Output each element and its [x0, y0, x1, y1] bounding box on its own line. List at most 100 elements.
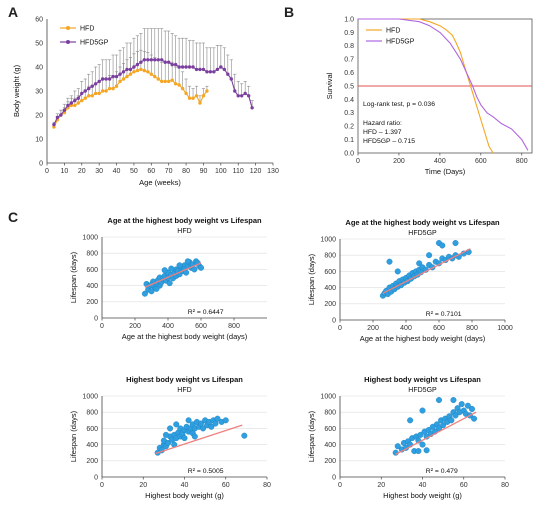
panel-c1-point-38 [197, 264, 204, 271]
panel-a-s0-point-24 [135, 68, 140, 73]
panel-b-survival-curve-1 [358, 18, 529, 151]
panel-c4-y-axis-label: Lifespan (days) [307, 410, 316, 462]
panel-a-s1-point-40 [191, 65, 195, 69]
panel-c4-point-31 [458, 401, 465, 408]
panel-c3-point-36 [222, 417, 229, 424]
panel-a-s1-point-41 [194, 67, 199, 72]
panel-c2-y-tick-label-1: 200 [324, 301, 336, 308]
panel-a-s0-point-23 [132, 70, 136, 74]
panel-letter-a: A [8, 4, 18, 20]
panel-c2-x-tick-label-5: 1000 [497, 325, 513, 332]
panel-a-y-tick-label-1: 10 [35, 136, 43, 143]
panel-c4-r-squared: R² = 0.479 [426, 468, 458, 475]
panel-a-s1-point-56 [246, 94, 251, 98]
panel-c3-point-37 [241, 432, 248, 439]
panel-a-s1-point-34 [170, 62, 174, 67]
panel-c4-point-34 [464, 402, 471, 409]
panel-c4-point-28 [452, 412, 459, 419]
panel-a-s1-point-26 [142, 58, 147, 62]
panel-a-s0-point-39 [187, 96, 192, 100]
panel-c3-trendline [155, 424, 243, 455]
panel-c2-x-axis-label: Age at the highest body weight (days) [360, 334, 486, 343]
panel-letter-b: B [284, 4, 294, 20]
panel-a-s0-point-43 [201, 94, 206, 98]
panel-a-x-tick-label-4: 40 [113, 168, 121, 175]
panel-a-s0-point-30 [156, 77, 160, 81]
panel-c4-y-tick-label-2: 400 [324, 442, 336, 449]
panel-c3-y-tick-label-1: 200 [86, 458, 98, 465]
panel-c4-x-tick-label-3: 60 [460, 482, 468, 489]
panel-a-x-tick-label-2: 20 [78, 168, 86, 175]
panel-b-x-tick-label-1: 200 [393, 158, 405, 165]
panel-c2-title: Age at the highest body weight vs Lifesp… [345, 218, 500, 227]
panel-c3-point-39 [173, 421, 180, 428]
panel-b-y-axis-label: Survival [325, 72, 334, 99]
panel-a-s1-point-30 [156, 58, 160, 62]
panel-c2-x-tick-label-2: 400 [400, 325, 412, 332]
panel-a-s1-point-25 [139, 60, 143, 64]
panel-c3-y-axis-label: Lifespan (days) [69, 410, 78, 462]
panel-c2-subtitle: HFD5GP [408, 230, 437, 237]
panel-a-s0-point-28 [149, 72, 154, 76]
panel-a-s0-point-25 [139, 67, 143, 72]
panel-c3-point-42 [162, 431, 169, 438]
panel-a-s1-point-10 [87, 86, 91, 91]
panel-a-s1-point-13 [97, 79, 101, 84]
panel-c4-point-43 [423, 447, 430, 454]
panel-c3-r-squared: R² = 0.5005 [188, 468, 224, 475]
panel-c1-point-34 [191, 266, 198, 273]
panel-c3-x-tick-label-4: 80 [263, 482, 271, 489]
panel-a-s1-point-42 [198, 67, 202, 72]
panel-c1-x-tick-label-3: 600 [195, 323, 207, 330]
panel-a-s0-point-26 [142, 68, 147, 73]
panel-a-s0-point-13 [97, 91, 101, 96]
panel-c2-point-40 [386, 258, 393, 265]
panel-a-s0-point-36 [177, 83, 181, 87]
panel-a-s1-point-15 [104, 77, 108, 81]
panel-a-s0-point-35 [173, 82, 178, 86]
panel-a-s1-point-20 [121, 70, 126, 74]
panel-a-s0-point-9 [83, 96, 87, 100]
panel-a-s1-point-4 [66, 103, 70, 108]
panel-c3-x-tick-label-3: 60 [222, 482, 230, 489]
panel-c1-y-tick-label-2: 400 [86, 283, 98, 290]
panel-a-s1-point-36 [177, 65, 181, 69]
panel-a-y-tick-label-3: 30 [35, 88, 43, 95]
panel-c4-point-26 [448, 417, 455, 424]
panel-a-s0-point-22 [128, 72, 133, 76]
panel-c1-r-squared: R² = 0.6447 [188, 309, 224, 316]
panel-a-x-tick-label-10: 100 [215, 168, 227, 175]
panel-a-s1-point-19 [118, 72, 122, 76]
panel-a-y-tick-label-5: 50 [35, 40, 43, 47]
panel-a-s1-point-3 [62, 108, 67, 112]
panel-b-y-tick-label-5: 0.5 [344, 83, 354, 90]
panel-a-s0-point-37 [180, 86, 185, 91]
panel-a-s0-point-42 [198, 101, 202, 105]
panel-a-x-tick-label-7: 70 [165, 168, 173, 175]
panel-a-x-tick-label-5: 50 [130, 168, 138, 175]
panel-a-s1-point-51 [229, 77, 233, 81]
panel-a-s0-point-11 [90, 94, 94, 98]
panel-a-s1-point-12 [93, 82, 98, 86]
panel-a-legend-label-0: HFD [80, 26, 94, 33]
panel-c1-x-axis-label: Age at the highest body weight (days) [122, 332, 248, 341]
panel-c1-point-41 [176, 262, 183, 269]
panel-c4-y-tick-label-5: 1000 [320, 393, 336, 400]
panel-c1-point-42 [184, 258, 191, 265]
panel-a-s1-point-23 [132, 65, 136, 69]
panel-a-s1-point-18 [114, 74, 119, 79]
panel-b-x-tick-label-3: 600 [475, 158, 487, 165]
panel-a-s0-point-29 [153, 74, 157, 79]
panel-c3-point-27 [200, 425, 207, 432]
panel-b-y-tick-label-0: 0.0 [344, 150, 354, 157]
panel-a-x-axis-label: Age (weeks) [139, 178, 181, 187]
panel-a-s1-point-33 [166, 60, 171, 64]
panel-a-s0-point-31 [160, 79, 164, 84]
panel-a-s1-point-52 [233, 89, 237, 93]
panel-c4-subtitle: HFD5GP [408, 387, 437, 394]
chart-layer: 0 10 20 30 40 50 60 70 80 90 100 110 120 130 0 10 20 30 40… [12, 16, 533, 500]
panel-a-s0-point-0 [52, 125, 56, 129]
panel-a-s0-point-15 [104, 89, 108, 93]
panel-c3-point-17 [181, 435, 188, 442]
panel-a-y-tick-label-6: 60 [35, 16, 43, 23]
